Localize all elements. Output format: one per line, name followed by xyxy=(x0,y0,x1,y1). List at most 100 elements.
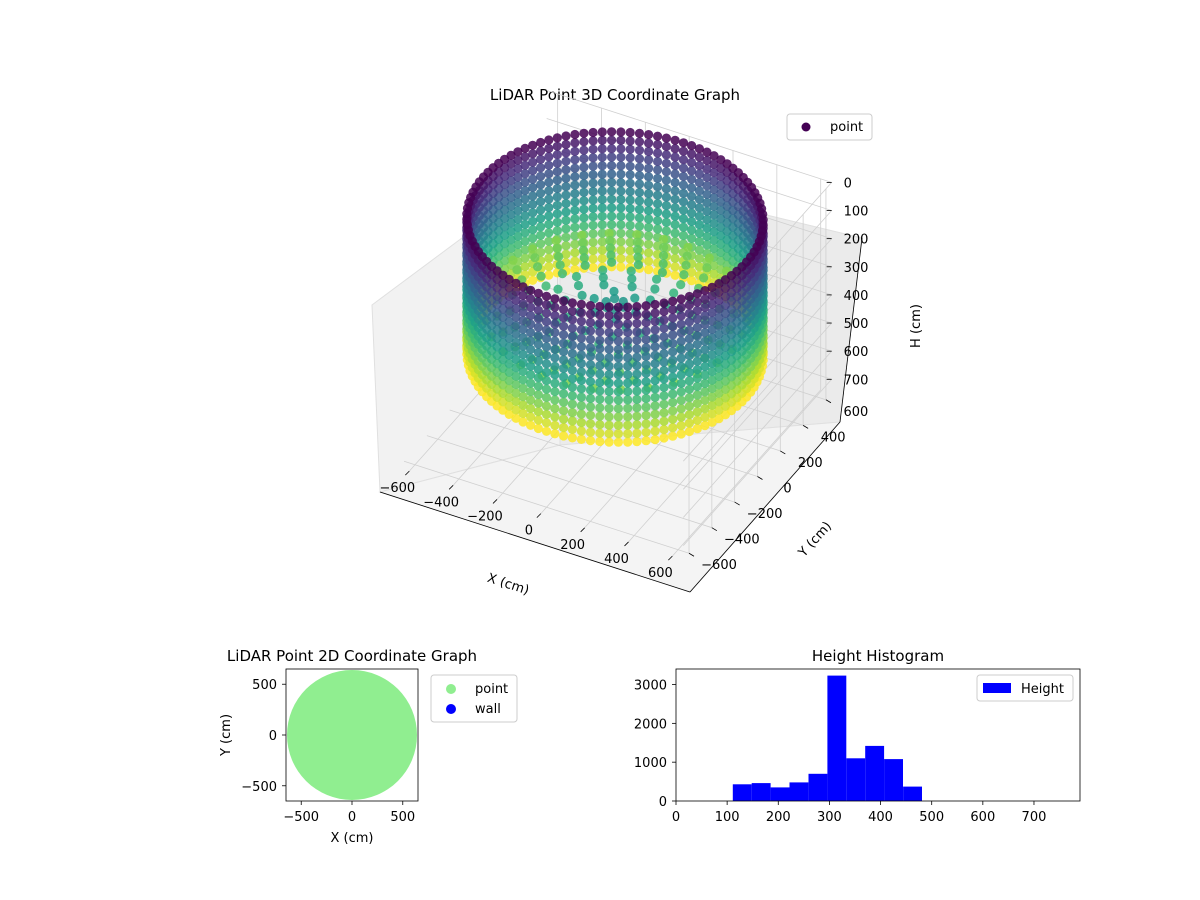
point-3d xyxy=(518,290,528,300)
point-3d xyxy=(559,380,569,390)
point-3d xyxy=(634,137,645,147)
point-3d xyxy=(544,270,554,280)
point-3d xyxy=(544,219,554,229)
point-3d xyxy=(714,329,724,339)
point-3d xyxy=(528,149,538,159)
point-3d xyxy=(694,211,705,221)
point-3d xyxy=(570,231,580,241)
point-3d xyxy=(518,383,528,393)
point-3d xyxy=(604,344,614,354)
legend-histogram: Height xyxy=(976,674,1074,702)
point-3d xyxy=(668,406,678,416)
point-3d xyxy=(544,228,554,238)
point-3d xyxy=(702,198,712,208)
z-tick-label-3d: 600 xyxy=(844,345,869,360)
point-3d xyxy=(613,403,624,414)
histogram-bars xyxy=(732,675,922,801)
point-3d xyxy=(714,346,724,356)
point-3d xyxy=(650,308,660,318)
point-3d xyxy=(585,301,596,311)
point-3d xyxy=(520,169,530,179)
histogram-bar xyxy=(827,675,847,801)
point-3d xyxy=(632,335,642,345)
point-3d xyxy=(533,415,544,425)
point-3d xyxy=(683,242,693,252)
point-3d xyxy=(625,161,635,171)
point-3d xyxy=(567,374,578,384)
point-3d xyxy=(661,150,672,160)
chart-3d: LiDAR Point 3D Coordinate Graph −600 −400… xyxy=(371,86,924,598)
point-3d xyxy=(541,342,552,352)
point-3d xyxy=(504,392,514,403)
point-3d xyxy=(616,237,626,247)
x-axis-label-2d: X (cm) xyxy=(331,831,374,846)
point-3d xyxy=(616,245,626,255)
point-3d xyxy=(668,423,678,433)
point-3d xyxy=(550,378,560,388)
point-3d xyxy=(555,260,565,270)
point-3d xyxy=(544,143,554,154)
x-tick-label-3d: −600 xyxy=(379,481,415,496)
point-3d xyxy=(714,304,724,314)
point-3d xyxy=(599,280,609,290)
point-3d xyxy=(659,242,669,252)
point-3d xyxy=(684,376,695,386)
point-3d xyxy=(653,224,663,234)
x-tick-label-histogram: 300 xyxy=(817,810,842,825)
point-3d xyxy=(604,395,614,405)
point-3d xyxy=(641,301,651,311)
point-3d xyxy=(585,368,596,378)
point-3d xyxy=(559,355,569,365)
point-3d xyxy=(687,233,697,243)
point-3d xyxy=(633,260,644,270)
point-3d xyxy=(613,378,624,388)
point-3d xyxy=(518,375,528,385)
point-3d xyxy=(552,217,562,227)
point-3d xyxy=(702,172,712,182)
point-3d xyxy=(702,189,712,199)
point-3d xyxy=(526,387,536,397)
point-3d xyxy=(607,257,617,267)
point-3d xyxy=(595,369,605,379)
point-3d xyxy=(528,140,538,150)
point-3d xyxy=(692,365,702,375)
point-3d xyxy=(528,166,538,176)
point-3d xyxy=(709,193,719,203)
point-3d xyxy=(588,254,598,264)
point-3d xyxy=(700,353,710,363)
legend-marker-height xyxy=(983,683,1011,693)
point-3d xyxy=(714,371,724,382)
x-tick-label-histogram: 500 xyxy=(919,810,944,825)
x-tick-mark-3d xyxy=(448,485,454,490)
point-3d xyxy=(676,421,686,431)
x-tick-mark-3d xyxy=(668,555,673,561)
legend-label-point-2d: point xyxy=(475,682,508,697)
z-tick-label-3d: 100 xyxy=(844,205,869,220)
point-3d xyxy=(513,206,523,216)
point-3d xyxy=(518,366,528,376)
point-3d xyxy=(528,199,538,209)
point-3d xyxy=(616,178,626,188)
point-3d xyxy=(513,231,523,241)
point-3d xyxy=(709,227,719,237)
point-3d xyxy=(585,343,596,353)
point-3d xyxy=(644,256,654,266)
point-3d xyxy=(659,365,669,376)
point-3d xyxy=(504,342,514,352)
point-3d xyxy=(552,175,562,185)
point-3d xyxy=(625,237,635,247)
point-3d xyxy=(692,297,702,307)
point-3d xyxy=(552,209,562,219)
point-3d xyxy=(544,186,554,196)
point-3d xyxy=(676,294,686,304)
point-3d xyxy=(567,408,578,418)
point-3d xyxy=(504,283,514,293)
point-3d xyxy=(657,267,668,278)
point-3d xyxy=(550,403,560,414)
point-3d xyxy=(707,417,717,427)
point-3d xyxy=(551,236,561,246)
point-3d xyxy=(681,260,691,270)
point-3d xyxy=(678,188,689,198)
point-3d xyxy=(528,182,538,193)
point-3d xyxy=(526,327,536,338)
